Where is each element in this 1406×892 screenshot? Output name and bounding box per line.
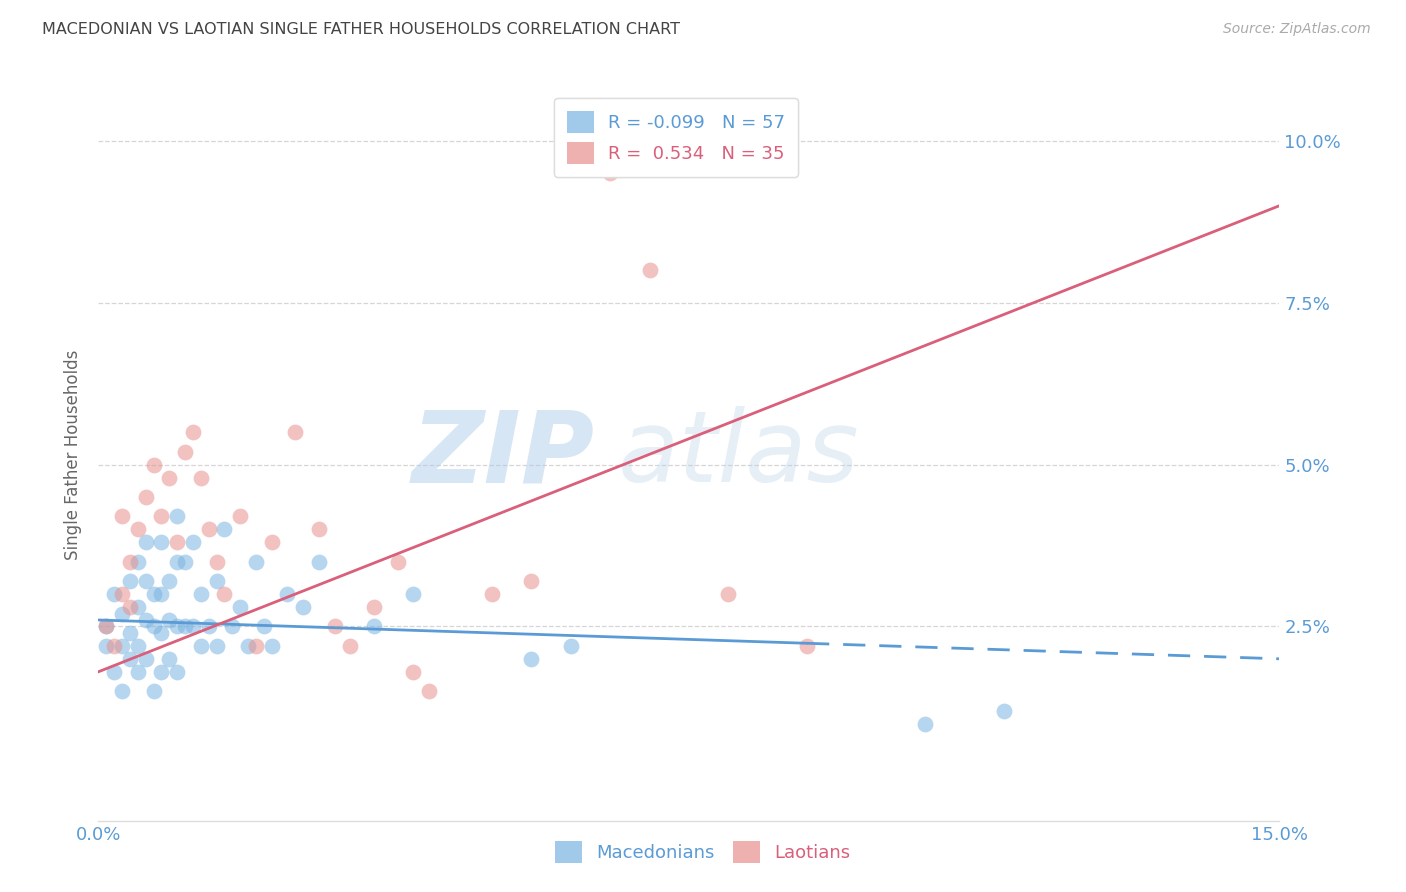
Point xyxy=(260,639,283,653)
Y-axis label: Single Father Households: Single Father Households xyxy=(65,350,83,560)
Point xyxy=(166,509,188,524)
Point xyxy=(308,555,330,569)
Point xyxy=(914,716,936,731)
Point xyxy=(174,444,197,458)
Point xyxy=(166,535,188,549)
Point xyxy=(96,639,118,653)
Point xyxy=(135,652,157,666)
Point xyxy=(181,535,204,549)
Legend: R = -0.099   N = 57, R =  0.534   N = 35: R = -0.099 N = 57, R = 0.534 N = 35 xyxy=(554,98,799,177)
Point xyxy=(111,639,134,653)
Point xyxy=(402,587,425,601)
Point xyxy=(560,639,582,653)
Point xyxy=(127,639,149,653)
Point xyxy=(253,619,276,633)
Point xyxy=(260,535,283,549)
Point xyxy=(103,665,125,679)
Point xyxy=(181,425,204,440)
Point xyxy=(181,619,204,633)
Point xyxy=(142,458,165,472)
Point xyxy=(402,665,425,679)
Point xyxy=(157,574,180,589)
Point xyxy=(221,619,243,633)
Point xyxy=(236,639,259,653)
Point xyxy=(96,619,118,633)
Point xyxy=(481,587,503,601)
Point xyxy=(363,600,385,615)
Point xyxy=(520,574,543,589)
Point xyxy=(190,587,212,601)
Point xyxy=(142,587,165,601)
Point xyxy=(127,522,149,536)
Legend: Macedonians, Laotians: Macedonians, Laotians xyxy=(544,830,862,874)
Point xyxy=(150,665,173,679)
Point xyxy=(245,555,267,569)
Point xyxy=(118,600,141,615)
Point xyxy=(638,263,661,277)
Point xyxy=(157,613,180,627)
Point xyxy=(150,587,173,601)
Point xyxy=(418,684,440,698)
Point xyxy=(717,587,740,601)
Point xyxy=(520,652,543,666)
Point xyxy=(796,639,818,653)
Point xyxy=(150,509,173,524)
Point xyxy=(135,574,157,589)
Point xyxy=(118,652,141,666)
Point xyxy=(157,470,180,484)
Point xyxy=(276,587,298,601)
Point xyxy=(96,619,118,633)
Point xyxy=(214,587,236,601)
Point xyxy=(229,509,252,524)
Point xyxy=(127,600,149,615)
Point xyxy=(118,626,141,640)
Point xyxy=(135,490,157,504)
Point xyxy=(127,555,149,569)
Text: atlas: atlas xyxy=(619,407,859,503)
Point xyxy=(245,639,267,653)
Point xyxy=(190,639,212,653)
Point xyxy=(111,684,134,698)
Point xyxy=(190,470,212,484)
Text: ZIP: ZIP xyxy=(412,407,595,503)
Point xyxy=(197,522,219,536)
Point xyxy=(142,619,165,633)
Point xyxy=(292,600,315,615)
Point xyxy=(111,587,134,601)
Point xyxy=(135,535,157,549)
Point xyxy=(103,639,125,653)
Point xyxy=(111,509,134,524)
Point xyxy=(103,587,125,601)
Point xyxy=(111,607,134,621)
Point xyxy=(142,684,165,698)
Point xyxy=(150,626,173,640)
Point xyxy=(599,166,621,180)
Point xyxy=(308,522,330,536)
Text: Source: ZipAtlas.com: Source: ZipAtlas.com xyxy=(1223,22,1371,37)
Point xyxy=(157,652,180,666)
Point xyxy=(135,613,157,627)
Point xyxy=(166,665,188,679)
Point xyxy=(150,535,173,549)
Point xyxy=(323,619,346,633)
Point xyxy=(205,555,228,569)
Point xyxy=(993,704,1015,718)
Point xyxy=(197,619,219,633)
Point xyxy=(363,619,385,633)
Text: MACEDONIAN VS LAOTIAN SINGLE FATHER HOUSEHOLDS CORRELATION CHART: MACEDONIAN VS LAOTIAN SINGLE FATHER HOUS… xyxy=(42,22,681,37)
Point xyxy=(205,639,228,653)
Point xyxy=(166,619,188,633)
Point xyxy=(174,619,197,633)
Point xyxy=(118,555,141,569)
Point xyxy=(214,522,236,536)
Point xyxy=(174,555,197,569)
Point xyxy=(339,639,361,653)
Point xyxy=(229,600,252,615)
Point xyxy=(284,425,307,440)
Point xyxy=(205,574,228,589)
Point xyxy=(166,555,188,569)
Point xyxy=(118,574,141,589)
Point xyxy=(387,555,409,569)
Point xyxy=(127,665,149,679)
